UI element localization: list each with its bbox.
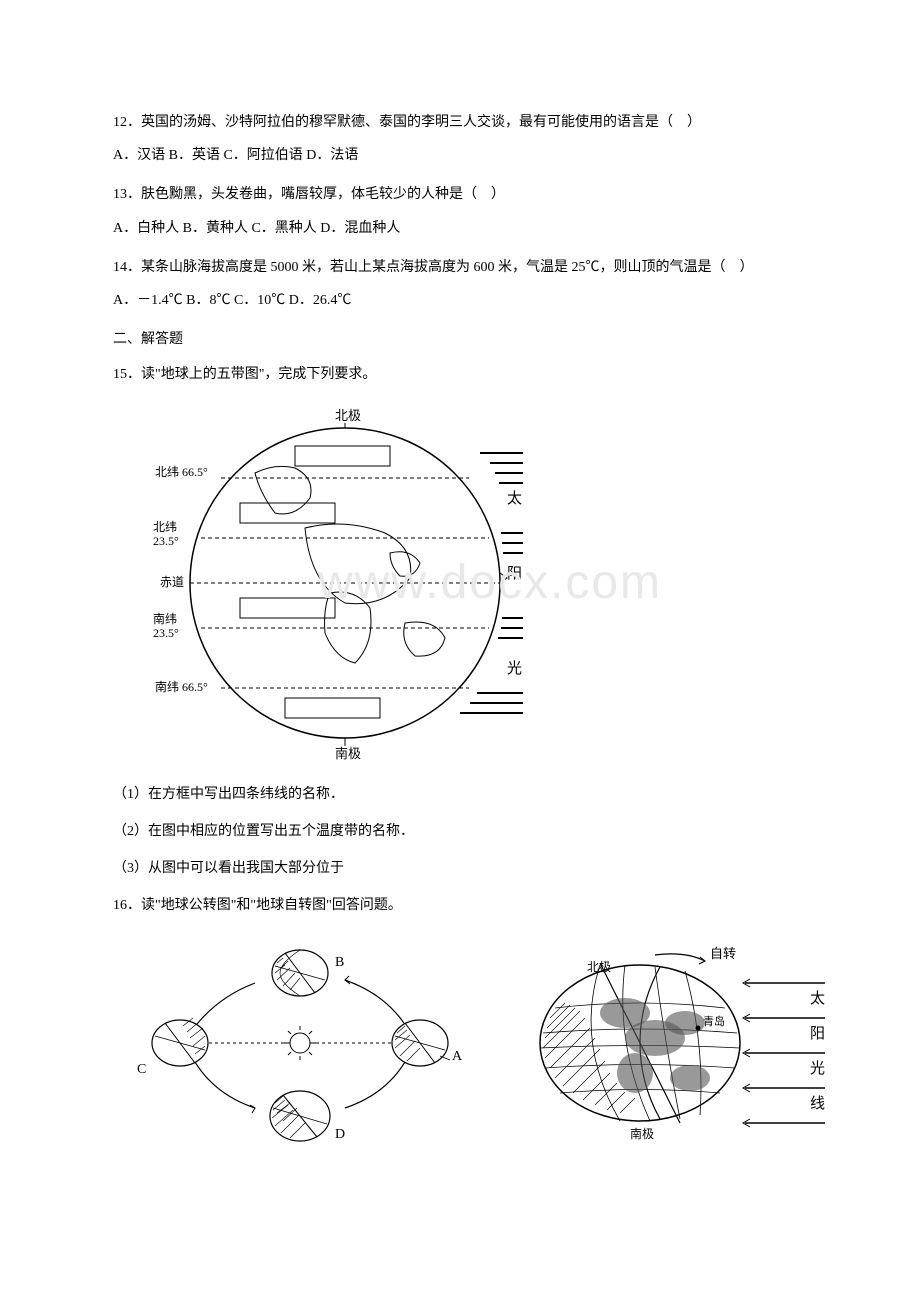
question-13-options: A．白种人 B．黄种人 C．黑种人 D．混血种人: [85, 216, 835, 241]
question-16: 16．读"地球公转图"和"地球自转图"回答问题。: [85, 893, 835, 918]
north-pole-label: 北极: [335, 408, 361, 423]
question-12-text: 12．英国的汤姆、沙特阿拉伯的穆罕默德、泰国的李明三人交谈，最有可能使用的语言是…: [113, 115, 701, 130]
lat-s235-label-1: 南纬: [153, 611, 177, 626]
question-13: 13．肤色黝黑，头发卷曲，嘴唇较厚，体毛较少的人种是（ ）: [85, 182, 835, 207]
point-label: 青岛: [703, 1014, 725, 1028]
sun-label-2: 阳: [810, 1025, 825, 1042]
figure-2-row: B A D C: [125, 938, 835, 1148]
question-12-options: A．汉语 B．英语 C．阿拉伯语 D．法语: [85, 143, 835, 168]
question-15-sub1: （1）在方框中写出四条纬线的名称．: [85, 782, 835, 807]
question-14: 14．某条山脉海拔高度是 5000 米，若山上某点海拔高度为 600 米，气温是…: [85, 255, 835, 280]
question-12: 12．英国的汤姆、沙特阿拉伯的穆罕默德、泰国的李明三人交谈，最有可能使用的语言是…: [85, 110, 835, 135]
rotation-diagram: 青岛 自转 北极 南极 太 阳 光 线: [525, 943, 835, 1143]
lat-n235-label-1: 北纬: [153, 520, 177, 534]
question-13-text: 13．肤色黝黑，头发卷曲，嘴唇较厚，体毛较少的人种是（ ）: [113, 187, 505, 202]
five-zones-diagram: 北极 南极 北纬 66.5° 北纬 23.5° 赤道 南纬 23.5° 南纬 6…: [145, 398, 525, 768]
sun-label-4: 线: [810, 1095, 825, 1112]
position-c-label: C: [137, 1062, 146, 1077]
position-a-label: A: [452, 1049, 463, 1064]
sun-label-1: 太: [810, 990, 825, 1007]
lat-n665-label: 北纬 66.5°: [155, 465, 208, 479]
question-15-sub3: （3）从图中可以看出我国大部分位于: [85, 856, 835, 881]
north-pole-label-2: 北极: [587, 960, 611, 974]
section-2-header: 二、解答题: [85, 327, 835, 352]
south-pole-label: 南极: [335, 746, 361, 761]
position-b-label: B: [335, 955, 344, 970]
rotation-label: 自转: [710, 946, 736, 961]
light-char: 光: [507, 660, 522, 677]
lat-s235-label-2: 23.5°: [153, 626, 179, 640]
sun-label-3: 光: [810, 1060, 825, 1077]
equator-label: 赤道: [160, 575, 184, 589]
sun-char-2: 阳: [507, 565, 522, 582]
question-15-sub2: （2）在图中相应的位置写出五个温度带的名称．: [85, 819, 835, 844]
lat-s665-label: 南纬 66.5°: [155, 679, 208, 694]
sun-char-1: 太: [507, 490, 522, 507]
question-14-options: A．－1.4℃ B．8℃ C．10℃ D．26.4℃: [85, 288, 835, 313]
south-pole-label-2: 南极: [630, 1126, 654, 1141]
revolution-diagram: B A D C: [125, 938, 475, 1148]
lat-n235-label-2: 23.5°: [153, 534, 179, 548]
question-15: 15．读"地球上的五带图"，完成下列要求。: [85, 362, 835, 387]
position-d-label: D: [335, 1127, 345, 1142]
question-14-text: 14．某条山脉海拔高度是 5000 米，若山上某点海拔高度为 600 米，气温是…: [113, 260, 754, 275]
figure-1-container: www.docx.com: [145, 398, 835, 768]
